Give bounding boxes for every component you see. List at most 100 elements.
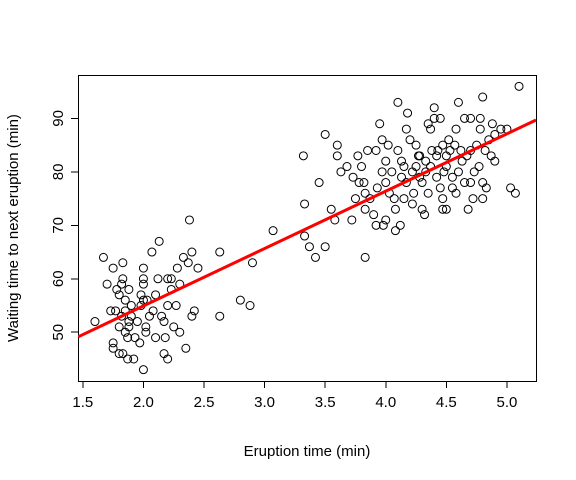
- data-point: [438, 194, 448, 204]
- data-point: [135, 338, 145, 348]
- data-point: [118, 258, 128, 268]
- data-point: [151, 333, 161, 343]
- data-point: [141, 322, 151, 332]
- data-point: [371, 145, 381, 155]
- data-point: [469, 167, 479, 177]
- data-point: [435, 183, 445, 193]
- data-point: [181, 343, 191, 353]
- data-point: [447, 172, 457, 182]
- data-point: [475, 113, 485, 123]
- data-point: [193, 263, 203, 273]
- data-point: [106, 306, 116, 316]
- data-point: [332, 151, 342, 161]
- y-axis-title: Waiting time to next eruption (min): [5, 114, 22, 342]
- y-tick-label: 70: [50, 217, 67, 234]
- data-point: [453, 167, 463, 177]
- data-point: [480, 145, 490, 155]
- data-point: [300, 231, 310, 241]
- data-point: [148, 306, 158, 316]
- data-point: [359, 178, 369, 188]
- data-point: [383, 140, 393, 150]
- data-point: [387, 167, 397, 177]
- data-point: [138, 365, 148, 375]
- data-point: [426, 124, 436, 134]
- data-point: [403, 108, 413, 118]
- data-point: [114, 322, 124, 332]
- data-point: [320, 129, 330, 139]
- data-point: [401, 124, 411, 134]
- data-point: [510, 188, 520, 198]
- data-point: [429, 113, 439, 123]
- data-point: [160, 333, 170, 343]
- data-point: [169, 322, 179, 332]
- data-point: [153, 274, 163, 284]
- data-point: [163, 354, 173, 364]
- data-points: [90, 81, 524, 375]
- data-point: [111, 306, 121, 316]
- data-point: [453, 97, 463, 107]
- data-point: [506, 183, 516, 193]
- data-point: [326, 204, 336, 214]
- data-point: [393, 145, 403, 155]
- data-point: [397, 172, 407, 182]
- regression-line: [78, 118, 536, 339]
- data-point: [332, 140, 342, 150]
- data-point: [189, 306, 199, 316]
- data-point: [130, 333, 140, 343]
- data-point: [487, 119, 497, 129]
- data-point: [166, 274, 176, 284]
- data-point: [417, 204, 427, 214]
- data-point: [183, 258, 193, 268]
- data-point: [245, 301, 255, 311]
- data-point: [175, 327, 185, 337]
- x-tick-label: 2.5: [194, 394, 215, 411]
- data-point: [102, 279, 112, 289]
- data-point: [407, 199, 417, 209]
- data-point: [353, 151, 363, 161]
- data-point: [417, 178, 427, 188]
- data-point: [460, 113, 470, 123]
- data-point: [108, 343, 118, 353]
- data-point: [118, 349, 128, 359]
- data-point: [423, 119, 433, 129]
- data-point: [389, 194, 399, 204]
- data-point: [138, 279, 148, 289]
- y-axis: 50 60 70 80 90: [50, 110, 79, 341]
- data-point: [123, 333, 133, 343]
- data-point: [114, 290, 124, 300]
- data-point: [478, 194, 488, 204]
- data-point: [378, 220, 388, 230]
- data-point: [124, 284, 134, 294]
- data-point: [451, 188, 461, 198]
- y-tick-label: 90: [50, 110, 67, 127]
- data-point: [120, 295, 130, 305]
- data-point: [112, 284, 122, 294]
- data-point: [108, 263, 118, 273]
- data-point: [475, 124, 485, 134]
- data-point: [300, 199, 310, 209]
- y-tick-label: 80: [50, 164, 67, 181]
- data-point: [514, 81, 524, 91]
- data-point: [268, 226, 278, 236]
- data-point: [215, 311, 225, 321]
- data-point: [409, 188, 419, 198]
- data-point: [468, 194, 478, 204]
- data-point: [118, 274, 128, 284]
- data-point: [377, 167, 387, 177]
- data-point: [138, 295, 148, 305]
- data-point: [365, 194, 375, 204]
- data-point: [445, 145, 455, 155]
- data-point: [405, 135, 415, 145]
- data-point: [298, 151, 308, 161]
- data-point: [438, 140, 448, 150]
- data-point: [411, 140, 421, 150]
- data-point: [163, 301, 173, 311]
- data-point: [411, 162, 421, 172]
- data-point: [481, 183, 491, 193]
- data-point: [357, 162, 367, 172]
- data-point: [381, 178, 391, 188]
- data-point: [336, 167, 346, 177]
- data-point: [304, 242, 314, 252]
- data-point: [433, 145, 443, 155]
- data-point: [138, 274, 148, 284]
